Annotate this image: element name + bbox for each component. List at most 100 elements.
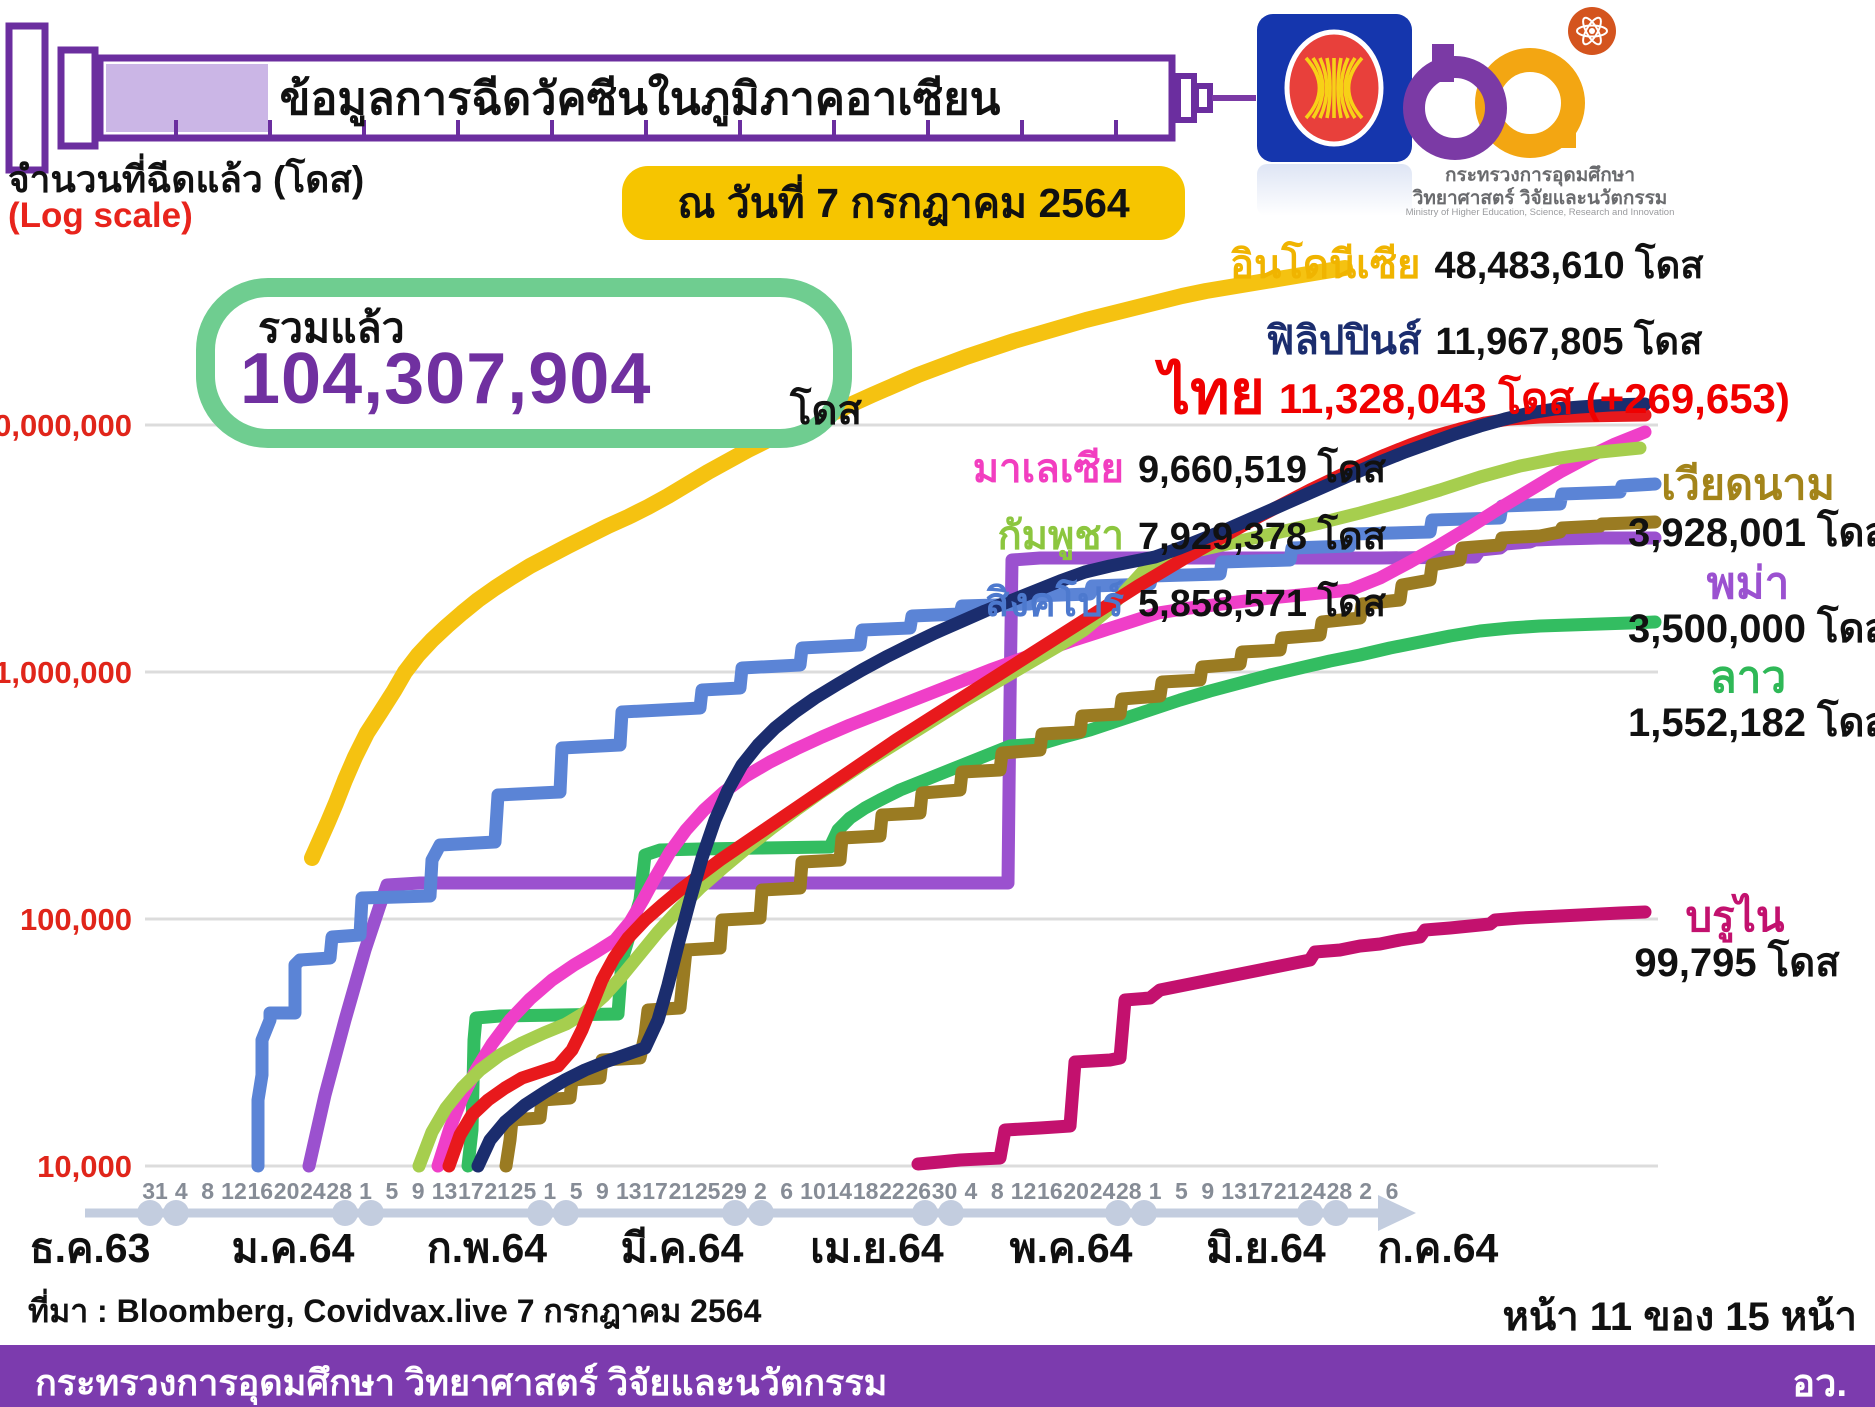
timeline-axis [85,1195,1416,1231]
as-of-date-badge: ณ วันที่ 7 กรกฎาคม 2564 [622,166,1185,240]
mhesi-caption-line1: กระทรวงการอุดมศึกษา [1445,165,1635,186]
svg-text:1: 1 [359,1178,372,1204]
svg-text:10: 10 [800,1178,826,1204]
svg-text:16: 16 [247,1178,273,1204]
svg-text:6: 6 [1386,1178,1399,1204]
y-axis-tick-labels: 10,000,000 1,000,000 100,000 10,000 [0,408,132,1184]
total-unit: โดส [790,389,862,433]
svg-text:29: 29 [721,1178,747,1204]
indonesia-name: อินโดนีเซีย [1230,243,1421,287]
svg-text:21: 21 [1274,1178,1300,1204]
malaysia-name: มาเลเซีย [972,447,1124,491]
thailand-name: ไทย [1160,359,1265,426]
svg-text:28: 28 [1116,1178,1142,1204]
svg-text:มิ.ย.64: มิ.ย.64 [1206,1225,1326,1271]
svg-text:10,000,000: 10,000,000 [0,408,132,443]
svg-text:16: 16 [1037,1178,1063,1204]
svg-text:12: 12 [221,1178,247,1204]
singapore-name: สิงคโปร์ [984,581,1124,625]
svg-text:10,000: 10,000 [37,1149,132,1184]
svg-text:17: 17 [458,1178,484,1204]
svg-text:9: 9 [412,1178,425,1204]
svg-text:14: 14 [827,1178,853,1204]
svg-text:25: 25 [511,1178,537,1204]
svg-text:13: 13 [432,1178,458,1204]
svg-text:13: 13 [1221,1178,1247,1204]
laos-name: ลาว [1709,653,1787,702]
svg-text:5: 5 [1175,1178,1188,1204]
vietnam-name: เวียดนาม [1661,461,1835,509]
syringe-barrel-icon [96,54,1256,142]
x-axis-month-labels: ธ.ค.63 ม.ค.64 ก.พ.64 มี.ค.64 เม.ย.64 พ.ค.64 มิ… [30,1225,1499,1271]
page-indicator: หน้า 11 ของ 15 หน้า [1502,1295,1857,1339]
svg-text:มี.ค.64: มี.ค.64 [621,1225,744,1271]
svg-text:24: 24 [300,1178,326,1204]
mhesi-caption-line3: Ministry of Higher Education, Science, R… [1405,207,1675,218]
asean-paddy-sheaf-icon [1304,56,1364,120]
svg-text:28: 28 [326,1178,352,1204]
svg-text:28: 28 [1327,1178,1353,1204]
svg-text:20: 20 [1063,1178,1089,1204]
timeline-arrow-icon [1378,1195,1416,1231]
footer-bar [0,1345,1875,1407]
svg-text:20: 20 [274,1178,300,1204]
svg-text:ธ.ค.63: ธ.ค.63 [30,1225,151,1271]
svg-text:24: 24 [1090,1178,1116,1204]
svg-text:4: 4 [964,1178,977,1204]
laos-value: 1,552,182 โดส [1628,701,1875,745]
line-singapore [251,477,1662,1173]
svg-text:พ.ค.64: พ.ค.64 [1010,1225,1133,1271]
footer-ministry-abbr: อว. [1792,1363,1847,1405]
svg-text:30: 30 [932,1178,958,1204]
legend-indonesia: อินโดนีเซีย 48,483,610 โดส [1230,232,1703,296]
philippines-value: 11,967,805 โดส [1435,321,1703,363]
total-label: รวมแล้ว [258,305,405,351]
svg-text:เม.ย.64: เม.ย.64 [810,1225,944,1271]
syringe-ruler-ticks [174,120,1118,135]
vietnam-value: 3,928,001 โดส [1628,511,1875,555]
source-note: ที่มา : Bloomberg, Covidvax.live 7 กรกฎา… [28,1293,762,1329]
svg-text:6: 6 [780,1178,793,1204]
svg-text:5: 5 [385,1178,398,1204]
syringe-graphic [5,7,1616,174]
thailand-value: 11,328,043 โดส (+269,653) [1278,375,1790,422]
singapore-value: 5,858,571 โดส [1138,583,1386,625]
svg-text:9: 9 [596,1178,609,1204]
svg-text:12: 12 [1011,1178,1037,1204]
cambodia-name: กัมพูชา [997,514,1124,558]
svg-text:ก.ค.64: ก.ค.64 [1378,1225,1499,1271]
page-title: ข้อมูลการฉีดวัคซีนในภูมิภาคอาเซียน [279,73,1001,124]
svg-text:ก.พ.64: ก.พ.64 [427,1225,547,1271]
svg-text:26: 26 [905,1178,931,1204]
svg-text:ม.ค.64: ม.ค.64 [232,1225,355,1271]
svg-text:4: 4 [175,1178,188,1204]
svg-text:21: 21 [669,1178,695,1204]
myanmar-name: พม่า [1706,559,1790,608]
indonesia-value: 48,483,610 โดส [1434,245,1704,287]
x-axis-day-ticks: 31 4 8 12 16 20 24 28 1 5 9 13 17 21 25 1 5 9 13 17 21 25 29 2 6… [142,1178,1398,1204]
flag-reflection [1257,164,1412,216]
line-brunei [911,905,1652,1171]
legend-mid-cluster: มาเลเซีย 9,660,519 โดส กัมพูชา 7,929,378… [854,436,1386,634]
y-axis-title: จำนวนที่ฉีดแล้ว (โดส) [8,159,365,200]
brunei-value: 99,795 โดส [1634,941,1840,985]
mhesi-logo [1403,7,1616,160]
mhesi-caption-line2: วิทยาศาสตร์ วิจัยและนวัตกรรม [1412,188,1668,209]
line-indonesia [304,260,1353,866]
syringe-plunger-icon [5,22,99,174]
svg-text:5: 5 [570,1178,583,1204]
svg-text:22: 22 [879,1178,905,1204]
line-vietnam [499,515,1662,1173]
svg-text:100,000: 100,000 [20,902,132,937]
line-malaysia [431,425,1652,1173]
svg-text:1: 1 [1149,1178,1162,1204]
svg-text:2: 2 [1359,1178,1372,1204]
cambodia-value: 7,929,378 โดส [1138,516,1386,558]
atom-icon [1568,7,1616,55]
svg-text:25: 25 [695,1178,721,1204]
svg-text:13: 13 [616,1178,642,1204]
legend-thailand: ไทย 11,328,043 โดส (+269,653) [1160,345,1790,440]
svg-text:31: 31 [142,1178,168,1204]
